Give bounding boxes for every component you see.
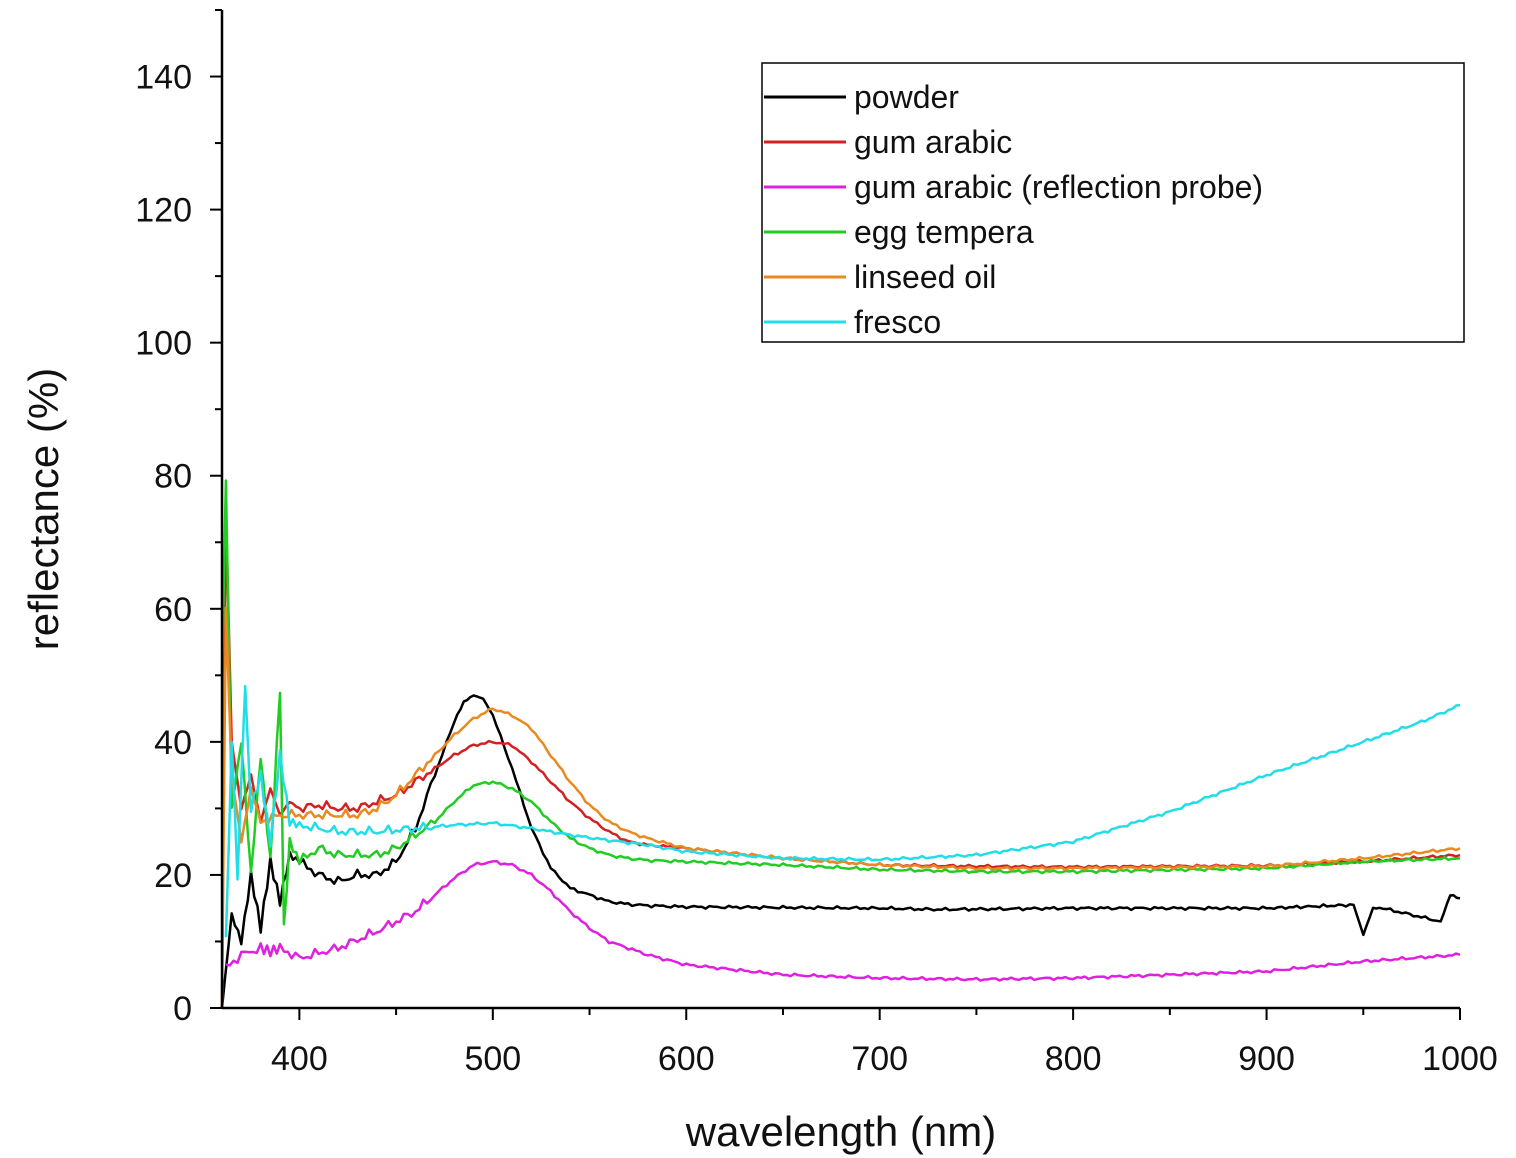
legend-label: egg tempera xyxy=(854,214,1034,250)
legend-entries: powder gum arabic gum arabic (reflection p… xyxy=(764,79,1263,340)
x-tick-label: 700 xyxy=(851,1040,908,1078)
series-line-gum-arabic-reflection-probe xyxy=(225,859,1461,982)
series-line-powder xyxy=(220,694,1461,1009)
y-tick-label: 40 xyxy=(154,724,192,762)
x-tick-label: 900 xyxy=(1238,1040,1295,1078)
y-tick-label: 0 xyxy=(173,990,192,1028)
y-tick-label: 140 xyxy=(135,59,192,97)
legend-label: gum arabic xyxy=(854,124,1012,160)
y-tick-label: 60 xyxy=(154,591,192,629)
x-ticks: 400 500 600 700 800 900 1000 xyxy=(271,1008,1498,1078)
series-line-fresco xyxy=(224,684,1461,938)
legend-box xyxy=(761,62,1465,343)
legend-label: linseed oil xyxy=(854,259,996,295)
series-line-linseed-oil xyxy=(220,606,1461,1008)
y-tick-label: 120 xyxy=(135,192,192,230)
y-tick-label: 20 xyxy=(154,857,192,895)
axes xyxy=(220,10,1460,1010)
y-tick-label: 100 xyxy=(135,325,192,363)
series-line-gum-arabic xyxy=(220,506,1461,1008)
legend-label: gum arabic (reflection probe) xyxy=(854,169,1263,205)
y-tick-label: 80 xyxy=(154,458,192,496)
series-line-egg-tempera xyxy=(220,479,1461,926)
y-axis-title: reflectance (%) xyxy=(20,368,67,650)
x-tick-label: 600 xyxy=(658,1040,715,1078)
x-tick-label: 400 xyxy=(271,1040,328,1078)
x-tick-label: 500 xyxy=(464,1040,521,1078)
legend-label: powder xyxy=(854,79,959,115)
plot-lines xyxy=(220,479,1461,1009)
legend-label: fresco xyxy=(854,304,941,340)
x-tick-label: 1000 xyxy=(1422,1040,1498,1078)
x-axis-title: wavelength (nm) xyxy=(685,1108,996,1155)
y-ticks: 0 20 40 60 80 100 120 140 xyxy=(135,9,222,1028)
legend: powder gum arabic gum arabic (reflection p… xyxy=(761,62,1465,343)
x-tick-label: 800 xyxy=(1045,1040,1102,1078)
